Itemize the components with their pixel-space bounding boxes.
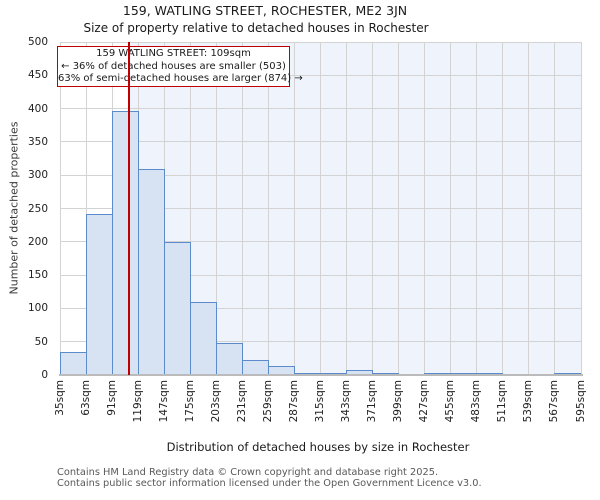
x-tick-label: 511sqm bbox=[496, 380, 509, 423]
vertical-gridline bbox=[215, 42, 217, 375]
vertical-gridline bbox=[554, 42, 556, 375]
histogram-bar bbox=[215, 343, 243, 375]
x-tick-label: 399sqm bbox=[392, 380, 405, 423]
y-tick-label: 500 bbox=[27, 36, 48, 48]
x-tick-label: 455sqm bbox=[444, 380, 457, 423]
histogram-bar bbox=[189, 301, 217, 375]
histogram-bar bbox=[85, 214, 113, 375]
y-tick-label: 100 bbox=[27, 302, 48, 315]
x-tick-label: 119sqm bbox=[131, 380, 144, 423]
vertical-gridline bbox=[372, 42, 374, 375]
x-tick-label: 539sqm bbox=[522, 380, 535, 423]
property-size-marker-line bbox=[128, 42, 130, 375]
vertical-gridline bbox=[320, 42, 321, 375]
vertical-gridline bbox=[424, 42, 426, 375]
chart-title: 159, WATLING STREET, ROCHESTER, ME2 3JN bbox=[122, 3, 408, 18]
x-tick-label: 91sqm bbox=[105, 380, 118, 416]
y-tick-label: 450 bbox=[27, 69, 48, 82]
x-tick-label: 315sqm bbox=[314, 380, 326, 423]
chart-subtitle: Size of property relative to detached ho… bbox=[83, 21, 429, 35]
x-tick-label: 203sqm bbox=[209, 380, 222, 423]
vertical-gridline bbox=[59, 42, 61, 375]
annotation-line-3: 63% of semi-detached houses are larger (… bbox=[58, 73, 303, 85]
vertical-gridline bbox=[502, 42, 504, 375]
vertical-gridline bbox=[450, 42, 452, 375]
y-tick-label: 250 bbox=[27, 202, 48, 215]
annotation-line-1: 159 WATLING STREET: 109sqm bbox=[96, 48, 251, 59]
x-tick-label: 595sqm bbox=[574, 380, 587, 423]
x-tick-label: 567sqm bbox=[548, 380, 561, 423]
x-tick-label: 175sqm bbox=[183, 380, 196, 423]
histogram-bar bbox=[137, 169, 165, 375]
vertical-gridline bbox=[528, 42, 530, 375]
x-tick-label: 259sqm bbox=[261, 380, 274, 423]
vertical-gridline bbox=[398, 42, 400, 375]
footer-attribution-2: Contains public sector information licen… bbox=[57, 478, 482, 489]
vertical-gridline bbox=[189, 42, 191, 375]
y-tick-label: 0 bbox=[41, 369, 48, 381]
x-tick-label: 287sqm bbox=[287, 380, 300, 423]
vertical-gridline bbox=[241, 42, 243, 375]
vertical-gridline bbox=[293, 42, 295, 375]
y-tick-label: 400 bbox=[27, 102, 48, 115]
x-axis-title: Distribution of detached houses by size … bbox=[166, 440, 470, 454]
vertical-gridline bbox=[346, 42, 348, 375]
annotation-box: 159 WATLING STREET: 109sqm ← 36% of deta… bbox=[57, 46, 303, 87]
y-tick-label: 200 bbox=[27, 235, 48, 248]
histogram-bar bbox=[241, 360, 269, 375]
vertical-gridline bbox=[580, 42, 582, 375]
x-tick-label: 35sqm bbox=[53, 380, 66, 416]
vertical-gridline bbox=[476, 42, 478, 375]
vertical-gridline bbox=[267, 42, 269, 375]
histogram-bar bbox=[59, 351, 87, 375]
x-tick-label: 63sqm bbox=[79, 380, 92, 416]
histogram-bar bbox=[163, 241, 191, 375]
y-tick-label: 350 bbox=[27, 135, 48, 148]
x-tick-label: 147sqm bbox=[157, 380, 170, 423]
annotation-line-2: ← 36% of detached houses are smaller (50… bbox=[61, 60, 286, 72]
histogram-bar bbox=[111, 111, 139, 375]
x-tick-label: 343sqm bbox=[340, 380, 353, 423]
x-tick-label: 483sqm bbox=[470, 380, 483, 423]
x-tick-label: 231sqm bbox=[235, 380, 248, 423]
y-tick-label: 300 bbox=[27, 169, 48, 182]
y-tick-label: 150 bbox=[27, 269, 48, 282]
plot-area bbox=[59, 41, 582, 376]
x-tick-label: 371sqm bbox=[366, 380, 379, 423]
footer-attribution-1: Contains HM Land Registry data © Crown c… bbox=[57, 467, 439, 478]
vertical-gridline bbox=[85, 42, 87, 375]
y-tick-label: 50 bbox=[34, 335, 48, 348]
x-axis-line bbox=[59, 374, 583, 376]
x-tick-label: 427sqm bbox=[418, 380, 431, 423]
